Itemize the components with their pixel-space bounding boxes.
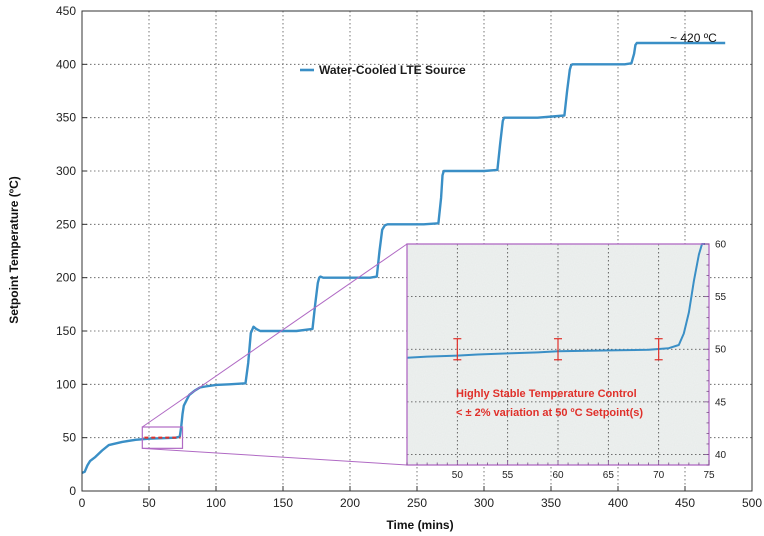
y-axis-label: Setpoint Temperature (ºC): [7, 176, 21, 324]
y-tick-label: 350: [56, 111, 76, 125]
inset-note-line: < ± 2% variation at 50 ºC Setpoint(s): [456, 407, 643, 419]
inset-y-tick-label: 40: [715, 450, 727, 461]
x-tick-label: 300: [474, 496, 494, 510]
inset-x-tick-label: 55: [502, 470, 514, 481]
inset-note-line: Highly Stable Temperature Control: [456, 388, 637, 400]
y-tick-label: 50: [63, 431, 77, 445]
inset-y-tick-label: 55: [715, 292, 727, 303]
inset-y-tick-label: 50: [715, 345, 727, 356]
inset-x-tick-label: 60: [552, 470, 564, 481]
series-line: [81, 41, 726, 475]
inset-x-tick-label: 65: [603, 470, 615, 481]
x-tick-label: 350: [541, 496, 561, 510]
y-tick-label: 300: [56, 164, 76, 178]
x-tick-label: 250: [407, 496, 427, 510]
peak-annotation: ~ 420 ºC: [670, 31, 717, 45]
x-tick-label: 100: [206, 496, 226, 510]
connector-line: [142, 243, 408, 428]
axes: 0 50 100 150 200 250 300 350 400 450 500 0 50 100 150 2…: [56, 4, 762, 510]
legend: Water-Cooled LTE Source: [300, 63, 466, 77]
x-tick-label: 200: [340, 496, 360, 510]
x-tick-label: 0: [79, 496, 86, 510]
y-tick-label: 450: [56, 4, 76, 18]
y-tick-label: 100: [56, 377, 76, 391]
zoom-connectors: [141, 243, 408, 466]
inset-x-tick-label: 70: [653, 470, 665, 481]
x-tick-label: 450: [675, 496, 695, 510]
inset-x-tick-label: 50: [452, 470, 464, 481]
inset-y-tick-label: 45: [715, 397, 727, 408]
y-tick-label: 400: [56, 57, 76, 71]
y-tick-label: 250: [56, 217, 76, 231]
x-tick-label: 50: [142, 496, 156, 510]
y-tick-label: 200: [56, 271, 76, 285]
zoom-region-box: [141, 426, 184, 449]
x-tick-label: 150: [273, 496, 293, 510]
y-tick-label: 150: [56, 324, 76, 338]
x-axis-label: Time (mins): [386, 518, 453, 532]
inset-x-tick-label: 75: [703, 470, 715, 481]
connector-line: [142, 447, 408, 466]
x-tick-label: 400: [608, 496, 628, 510]
legend-label: Water-Cooled LTE Source: [319, 63, 466, 77]
y-tick-label: 0: [69, 484, 76, 498]
series-layer: [81, 41, 726, 475]
inset-series-line: [406, 243, 705, 359]
inset-y-tick-label: 60: [715, 240, 727, 251]
x-tick-label: 500: [742, 496, 762, 510]
